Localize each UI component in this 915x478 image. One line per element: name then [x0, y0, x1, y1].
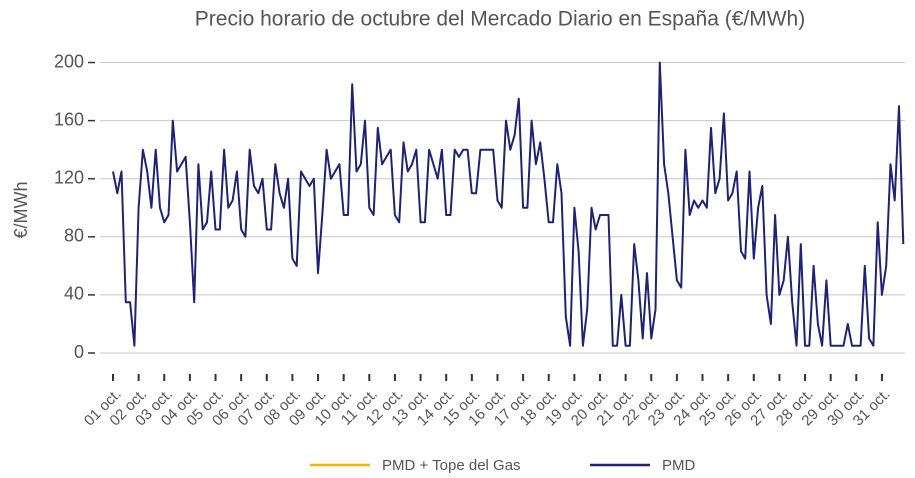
y-tick-label: 120	[54, 167, 84, 187]
y-tick-label: 40	[64, 284, 84, 304]
chart-title: Precio horario de octubre del Mercado Di…	[195, 8, 805, 31]
y-tick-label: 0	[74, 342, 84, 362]
line-series	[112, 61, 905, 347]
y-tick-label: 80	[64, 226, 84, 246]
legend-label: PMD + Tope del Gas	[382, 457, 521, 474]
y-tick-label: 200	[54, 51, 84, 71]
y-tick-label: 160	[54, 109, 84, 129]
y-axis-label: €/MWh	[11, 181, 31, 238]
legend-label: PMD	[662, 457, 696, 474]
